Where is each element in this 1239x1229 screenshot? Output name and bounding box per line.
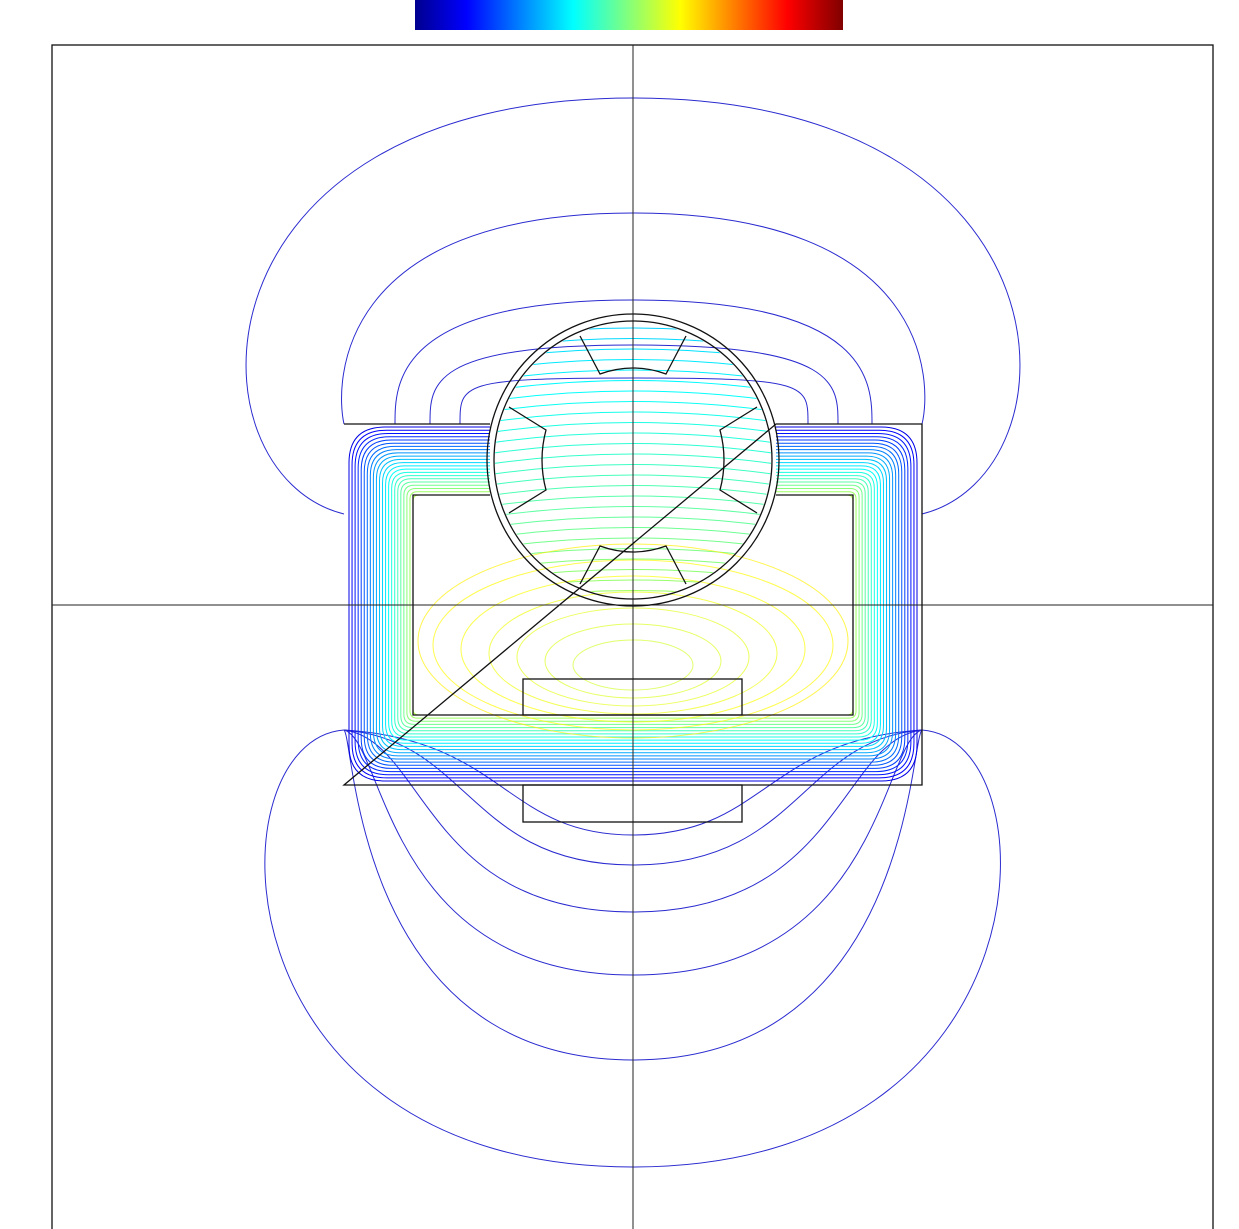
coil-top <box>522 678 743 716</box>
coil-bottom <box>522 784 743 823</box>
colorbar <box>415 0 843 30</box>
rotor-outer <box>493 320 773 600</box>
field-line <box>459 377 809 425</box>
rotor-poles <box>508 335 758 585</box>
stator-bore <box>486 313 780 607</box>
yoke-outer <box>342 423 923 786</box>
